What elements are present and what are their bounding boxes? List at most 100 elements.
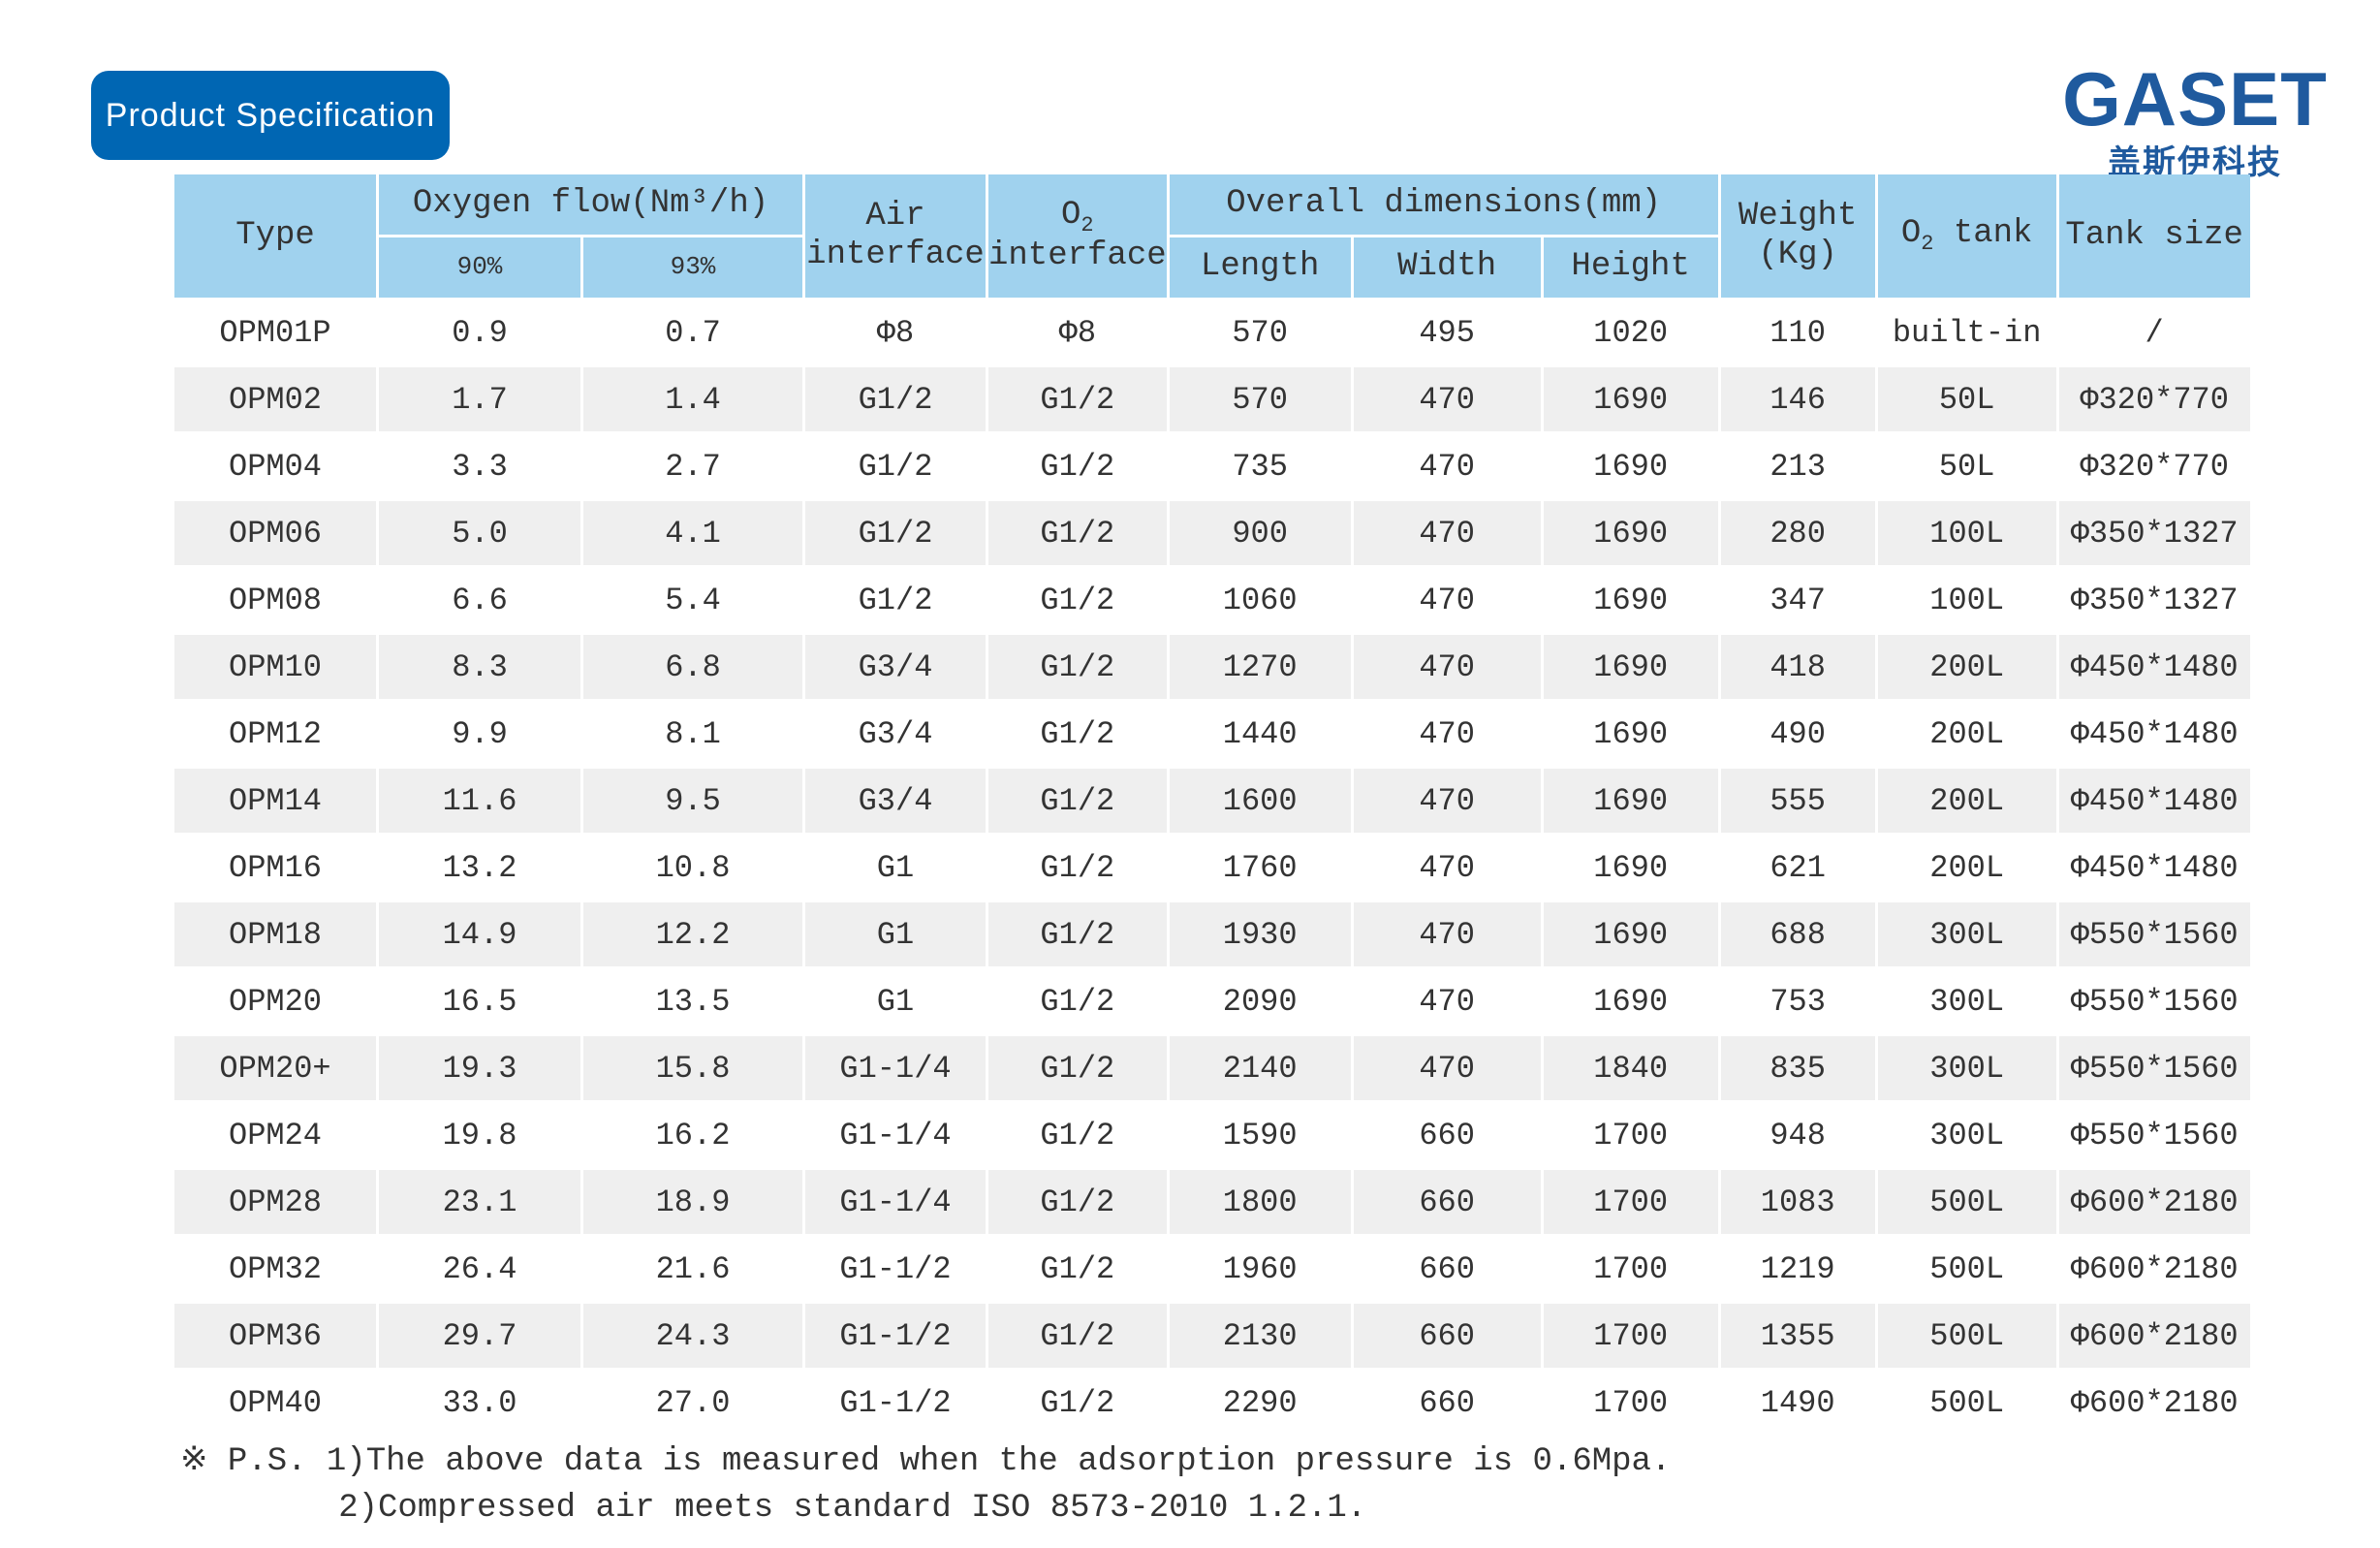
cell-o2-tank: 500L <box>1929 1250 2005 1287</box>
cell-o2-tank: 500L <box>1877 1304 2056 1368</box>
table-row: OPM02 1.7 1.4 G1/2 G1/2 570 470 1690 146 50L Φ320*… <box>174 367 2250 431</box>
header-o2-tank-label: O <box>1900 215 1922 253</box>
cell-o2-tank: 50L <box>1877 367 2056 431</box>
cell-tank-size: Φ350*1327 <box>2070 582 2239 618</box>
cell-type: OPM24 <box>228 1117 322 1153</box>
cell-tank-size: Φ600*2180 <box>2070 1250 2239 1287</box>
footnote: ※ P.S. 1)The above data is measured when… <box>180 1438 1671 1532</box>
cell-air-interface: G3/4 <box>805 635 986 699</box>
cell-length: 1960 <box>1222 1250 1298 1287</box>
cell-tank-size: Φ320*770 <box>2080 448 2229 485</box>
table-row: OPM32 26.4 21.6 G1-1/2 G1/2 1960 660 1700 1219 50… <box>174 1237 2250 1301</box>
cell-flow-93: 4.1 <box>583 501 802 565</box>
cell-tank-size: Φ450*1480 <box>2058 635 2250 699</box>
cell-flow-90: 16.5 <box>442 983 517 1020</box>
cell-width: 470 <box>1353 1036 1541 1100</box>
cell-weight: 688 <box>1720 902 1875 966</box>
cell-weight: 146 <box>1720 367 1875 431</box>
cell-length: 2140 <box>1169 1036 1351 1100</box>
cell-height: 1700 <box>1593 1117 1669 1153</box>
table-row: OPM04 3.3 2.7 G1/2 G1/2 735 470 1690 213 50L Φ320*… <box>174 434 2250 498</box>
cell-air-interface: G1-1/2 <box>805 1304 986 1368</box>
cell-o2-tank: 100L <box>1929 582 2005 618</box>
cell-flow-90: 23.1 <box>379 1170 580 1234</box>
cell-o2-interface: G1/2 <box>988 635 1167 699</box>
cell-tank-size: Φ350*1327 <box>2058 501 2250 565</box>
table-row: OPM16 13.2 10.8 G1 G1/2 1760 470 1690 621 200L Φ45… <box>174 836 2250 900</box>
cell-o2-tank: 100L <box>1877 501 2056 565</box>
cell-weight: 835 <box>1720 1036 1875 1100</box>
cell-o2-interface: G1/2 <box>988 769 1167 833</box>
cell-air-interface: G1-1/2 <box>839 1384 952 1421</box>
cell-height: 1700 <box>1543 1304 1718 1368</box>
header-o2-interface-line-2: interface <box>988 237 1167 274</box>
cell-tank-size: / <box>2145 314 2164 351</box>
cell-width: 470 <box>1419 849 1475 886</box>
cell-tank-size: Φ320*770 <box>2058 367 2250 431</box>
cell-tank-size: Φ600*2180 <box>2070 1384 2239 1421</box>
cell-length: 570 <box>1232 314 1288 351</box>
header-air-interface-line-1: Air <box>865 198 925 236</box>
header-weight: Weight (Kg) <box>1720 174 1875 298</box>
cell-o2-interface: G1/2 <box>1040 849 1115 886</box>
cell-air-interface: G1 <box>876 983 915 1020</box>
header-o2-tank-suffix: tank <box>1933 215 2033 253</box>
cell-o2-tank: built-in <box>1892 314 2042 351</box>
cell-air-interface: G1 <box>876 849 915 886</box>
cell-flow-90: 13.2 <box>442 849 517 886</box>
cell-flow-90: 19.3 <box>379 1036 580 1100</box>
cell-type: OPM36 <box>174 1304 376 1368</box>
cell-tank-size: Φ550*1560 <box>2058 1036 2250 1100</box>
cell-width: 470 <box>1353 635 1541 699</box>
cell-type: OPM01P <box>219 314 331 351</box>
cell-height: 1690 <box>1593 983 1669 1020</box>
cell-flow-93: 13.5 <box>655 983 731 1020</box>
cell-flow-93: 18.9 <box>583 1170 802 1234</box>
header-air-interface: Air interface <box>805 174 986 298</box>
header-weight-line-2: (Kg) <box>1758 236 1837 273</box>
cell-o2-interface: G1/2 <box>1040 1117 1115 1153</box>
cell-type: OPM12 <box>228 715 322 752</box>
cell-length: 1440 <box>1222 715 1298 752</box>
header-tank-size: Tank size <box>2058 174 2250 298</box>
cell-o2-interface: G1/2 <box>1040 582 1115 618</box>
cell-height: 1690 <box>1543 635 1718 699</box>
header-width: Width <box>1353 237 1541 298</box>
cell-o2-tank: 200L <box>1929 715 2005 752</box>
cell-flow-93: 9.5 <box>583 769 802 833</box>
cell-flow-90: 11.6 <box>379 769 580 833</box>
cell-width: 660 <box>1419 1250 1475 1287</box>
cell-length: 735 <box>1232 448 1288 485</box>
cell-o2-interface: G1/2 <box>988 367 1167 431</box>
table-row: OPM20 16.5 13.5 G1 G1/2 2090 470 1690 753 300L Φ55… <box>174 969 2250 1033</box>
cell-flow-90: 29.7 <box>379 1304 580 1368</box>
cell-air-interface: G1/2 <box>805 367 986 431</box>
cell-length: 1270 <box>1169 635 1351 699</box>
table-row: OPM06 5.0 4.1 G1/2 G1/2 900 470 1690 280 100L Φ350… <box>174 501 2250 565</box>
cell-length: 1590 <box>1222 1117 1298 1153</box>
cell-type: OPM18 <box>174 902 376 966</box>
cell-type: OPM28 <box>174 1170 376 1234</box>
cell-flow-90: 33.0 <box>442 1384 517 1421</box>
cell-weight: 1355 <box>1720 1304 1875 1368</box>
header-overall-dimensions: Overall dimensions(mm) <box>1169 174 1718 235</box>
cell-flow-90: 5.0 <box>379 501 580 565</box>
cell-o2-tank: 300L <box>1929 1117 2005 1153</box>
cell-o2-interface: G1/2 <box>1040 983 1115 1020</box>
cell-length: 570 <box>1169 367 1351 431</box>
cell-height: 1690 <box>1593 715 1669 752</box>
cell-weight: 490 <box>1769 715 1826 752</box>
cell-type: OPM10 <box>174 635 376 699</box>
cell-width: 470 <box>1419 582 1475 618</box>
cell-flow-93: 21.6 <box>655 1250 731 1287</box>
cell-flow-93: 15.8 <box>583 1036 802 1100</box>
cell-flow-93: 2.7 <box>665 448 721 485</box>
cell-air-interface: G1-1/2 <box>839 1250 952 1287</box>
cell-weight: 1219 <box>1760 1250 1835 1287</box>
cell-type: OPM08 <box>228 582 322 618</box>
logo-text: GASET <box>2062 56 2328 142</box>
cell-flow-90: 19.8 <box>442 1117 517 1153</box>
cell-type: OPM14 <box>174 769 376 833</box>
cell-air-interface: G1/2 <box>805 501 986 565</box>
cell-weight: 110 <box>1769 314 1826 351</box>
